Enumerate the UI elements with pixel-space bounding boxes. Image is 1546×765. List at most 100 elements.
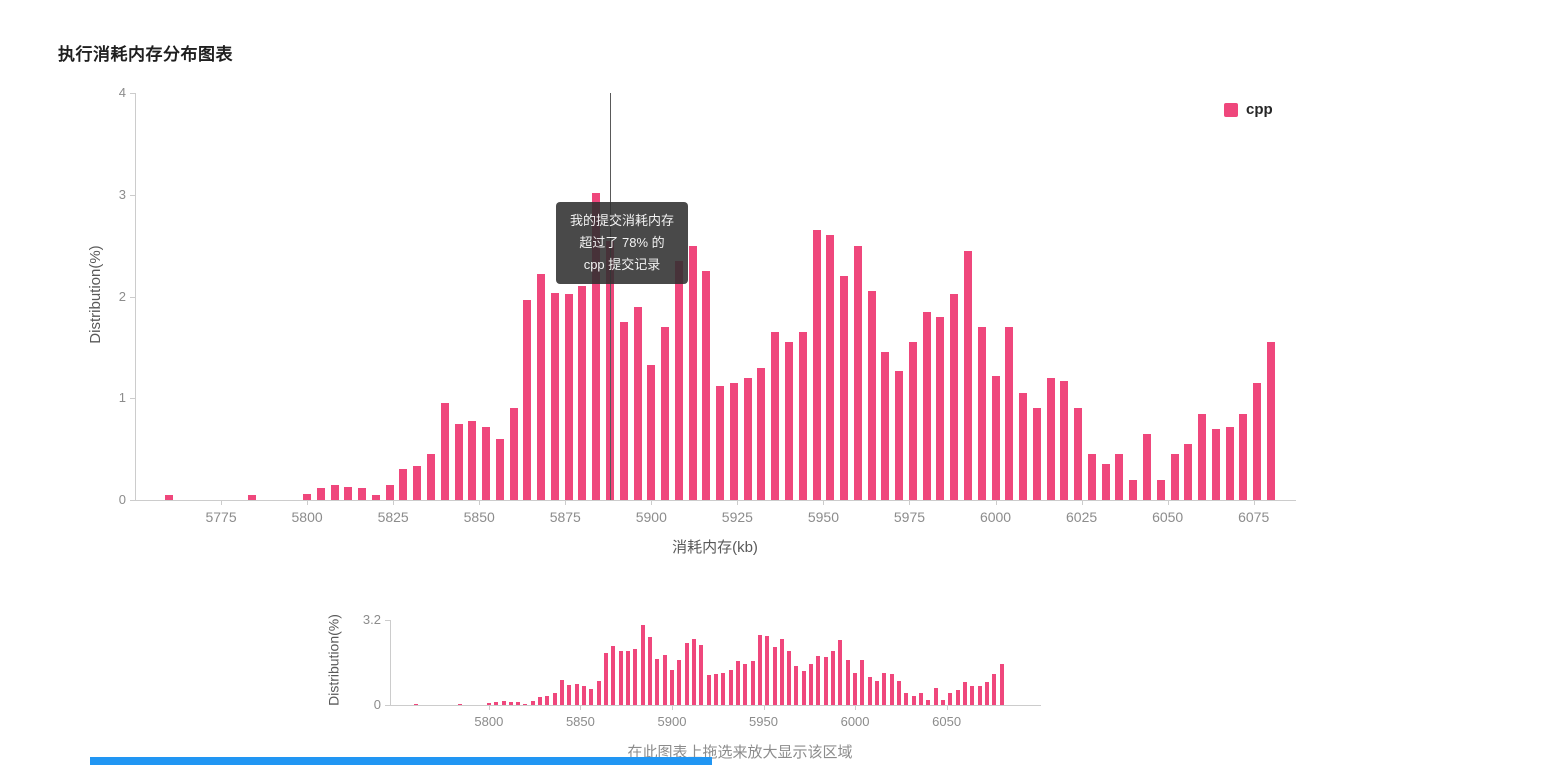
main-bar[interactable] bbox=[771, 332, 780, 500]
main-bar[interactable] bbox=[550, 293, 559, 500]
main-bar[interactable] bbox=[922, 311, 931, 500]
main-bar[interactable] bbox=[413, 466, 422, 500]
nav-bar bbox=[772, 646, 777, 705]
main-bar[interactable] bbox=[578, 286, 587, 500]
main-bar[interactable] bbox=[440, 403, 449, 500]
main-bar[interactable] bbox=[867, 291, 876, 500]
main-bar[interactable] bbox=[1060, 380, 1069, 500]
main-bar[interactable] bbox=[908, 342, 917, 500]
main-bar[interactable] bbox=[950, 294, 959, 500]
main-bar[interactable] bbox=[826, 235, 835, 500]
main-bar[interactable] bbox=[165, 494, 174, 500]
nav-y-tick-mark bbox=[385, 705, 390, 706]
main-bar[interactable] bbox=[812, 230, 821, 500]
main-bar[interactable] bbox=[358, 487, 367, 500]
main-bar[interactable] bbox=[1019, 393, 1028, 500]
main-bar[interactable] bbox=[633, 306, 642, 500]
main-bar[interactable] bbox=[1129, 479, 1138, 500]
main-bar[interactable] bbox=[895, 370, 904, 500]
main-bar[interactable] bbox=[454, 423, 463, 500]
main-bar[interactable] bbox=[385, 484, 394, 500]
nav-bar bbox=[948, 693, 953, 705]
main-bar[interactable] bbox=[468, 420, 477, 500]
main-bar[interactable] bbox=[991, 375, 1000, 500]
main-bar[interactable] bbox=[840, 276, 849, 500]
page-title: 执行消耗内存分布图表 bbox=[58, 45, 233, 64]
main-bar[interactable] bbox=[674, 260, 683, 500]
legend-item-cpp[interactable]: cpp bbox=[1224, 101, 1273, 118]
main-bar[interactable] bbox=[853, 245, 862, 500]
nav-bar bbox=[765, 635, 770, 705]
main-bar[interactable] bbox=[316, 487, 325, 500]
nav-x-tick-label: 6000 bbox=[840, 714, 870, 729]
main-bar[interactable] bbox=[1087, 454, 1096, 500]
main-bar[interactable] bbox=[1198, 413, 1207, 500]
nav-bar bbox=[750, 661, 755, 705]
main-bar[interactable] bbox=[729, 382, 738, 500]
main-bar[interactable] bbox=[509, 408, 518, 500]
nav-bar bbox=[523, 703, 528, 705]
main-bar[interactable] bbox=[716, 386, 725, 500]
main-bar[interactable] bbox=[482, 426, 491, 500]
main-bar[interactable] bbox=[344, 486, 353, 500]
main-bar[interactable] bbox=[1253, 382, 1262, 500]
main-bar[interactable] bbox=[1101, 464, 1110, 500]
main-bar[interactable] bbox=[977, 327, 986, 500]
submission-tooltip: 我的提交消耗内存 超过了 78% 的 cpp 提交记录 bbox=[556, 202, 688, 284]
main-bar[interactable] bbox=[1239, 413, 1248, 500]
main-bar[interactable] bbox=[1032, 408, 1041, 500]
main-y-tick-label: 2 bbox=[118, 288, 126, 304]
nav-bar bbox=[582, 685, 587, 705]
nav-bar bbox=[721, 673, 726, 705]
nav-bar bbox=[940, 699, 945, 705]
nav-bar bbox=[823, 657, 828, 705]
main-bar[interactable] bbox=[881, 352, 890, 500]
main-y-tick-label: 3 bbox=[118, 186, 126, 202]
main-chart[interactable] bbox=[135, 93, 1295, 500]
main-bar[interactable] bbox=[427, 454, 436, 500]
main-bar[interactable] bbox=[330, 484, 339, 500]
main-bar[interactable] bbox=[1074, 408, 1083, 500]
main-bar[interactable] bbox=[399, 469, 408, 500]
main-bar[interactable] bbox=[661, 327, 670, 500]
nav-bar bbox=[530, 701, 535, 705]
main-bar[interactable] bbox=[743, 377, 752, 500]
nav-bar bbox=[743, 663, 748, 705]
main-bar[interactable] bbox=[523, 299, 532, 500]
main-bar[interactable] bbox=[495, 438, 504, 500]
main-bar[interactable] bbox=[592, 192, 601, 500]
nav-y-tick-label: 0 bbox=[373, 697, 381, 712]
main-bar[interactable] bbox=[248, 494, 257, 500]
main-bar[interactable] bbox=[757, 367, 766, 500]
main-bar[interactable] bbox=[537, 274, 546, 500]
nav-bar bbox=[955, 690, 960, 705]
main-x-tick-mark bbox=[479, 500, 481, 505]
main-bar[interactable] bbox=[1266, 342, 1275, 500]
nav-bar bbox=[669, 669, 674, 705]
main-bar[interactable] bbox=[936, 316, 945, 500]
main-bar[interactable] bbox=[1170, 454, 1179, 500]
main-bar[interactable] bbox=[1142, 433, 1151, 500]
main-bar[interactable] bbox=[1211, 428, 1220, 500]
main-x-tick-mark bbox=[221, 500, 223, 505]
main-bar[interactable] bbox=[1005, 327, 1014, 500]
main-bar[interactable] bbox=[1225, 426, 1234, 500]
nav-bar bbox=[889, 673, 894, 705]
main-bar[interactable] bbox=[619, 321, 628, 500]
main-bar[interactable] bbox=[963, 250, 972, 500]
main-bar[interactable] bbox=[647, 364, 656, 500]
nav-bar bbox=[794, 666, 799, 705]
main-bar[interactable] bbox=[1184, 444, 1193, 500]
main-bar[interactable] bbox=[1046, 377, 1055, 500]
main-y-tick-mark bbox=[130, 93, 135, 94]
main-bar[interactable] bbox=[798, 332, 807, 500]
nav-x-tick-label: 5900 bbox=[657, 714, 687, 729]
main-bar[interactable] bbox=[1115, 454, 1124, 500]
main-bar[interactable] bbox=[371, 494, 380, 500]
main-bar[interactable] bbox=[688, 245, 697, 500]
main-bar[interactable] bbox=[785, 342, 793, 500]
main-bar[interactable] bbox=[303, 493, 312, 500]
main-bar[interactable] bbox=[1156, 479, 1165, 500]
main-bar[interactable] bbox=[564, 294, 573, 500]
main-bar[interactable] bbox=[702, 271, 711, 500]
